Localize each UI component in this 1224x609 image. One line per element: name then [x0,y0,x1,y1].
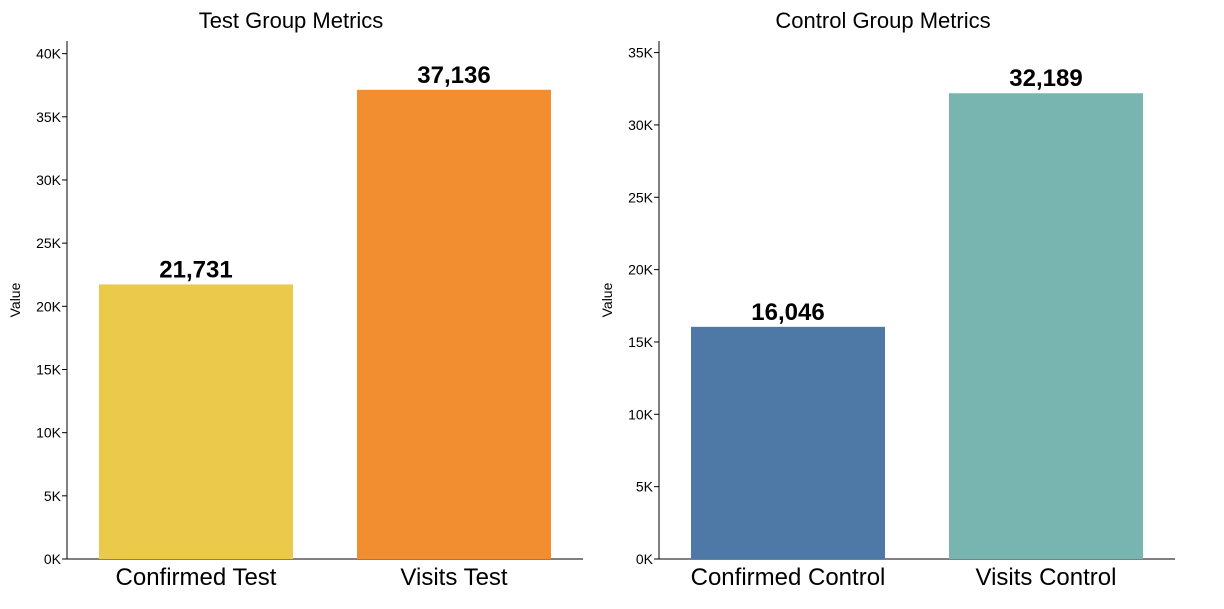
y-tick-label: 5K [636,479,654,495]
y-tick-label: 10K [36,425,62,441]
y-tick-label: 30K [628,117,654,133]
chart-title: Test Group Metrics [199,8,384,33]
chart-panel-1: Test Group Metrics 0K 5K 10K 15K 20K 25K 30K 35K… [7,8,583,591]
y-axis-title: Value [599,282,615,317]
bar [99,284,293,559]
y-tick-label: 25K [628,189,654,205]
y-tick-label: 15K [36,361,62,377]
bar [357,89,551,559]
y-tick-label: 5K [44,488,62,504]
y-axis-title: Value [7,282,23,317]
bar-value-label: 37,136 [417,62,490,89]
y-tick-label: 20K [36,298,62,314]
x-category-label: Confirmed Control [691,564,886,591]
x-category-label: Confirmed Test [116,564,277,591]
bar [691,326,885,559]
bar-value-label: 16,046 [751,299,824,326]
bar-value-label: 21,731 [159,256,232,283]
y-tick-label: 40K [36,46,62,62]
bar [949,93,1143,560]
x-category-label: Visits Control [976,564,1117,591]
y-tick-label: 35K [628,45,654,61]
y-tick-label: 15K [628,334,654,350]
y-tick-label: 20K [628,262,654,278]
y-tick-label: 0K [44,551,62,567]
y-tick-label: 25K [36,235,62,251]
y-tick-label: 35K [36,109,62,125]
bar-value-label: 32,189 [1009,65,1082,92]
y-tick-label: 30K [36,172,62,188]
chart-title: Control Group Metrics [775,8,990,33]
y-tick-label: 0K [636,551,654,567]
x-category-label: Visits Test [400,564,507,591]
chart-panel-2: Control Group Metrics 0K 5K 10K 15K 20K 25K 30K… [599,8,1175,591]
y-tick-label: 10K [628,406,654,422]
